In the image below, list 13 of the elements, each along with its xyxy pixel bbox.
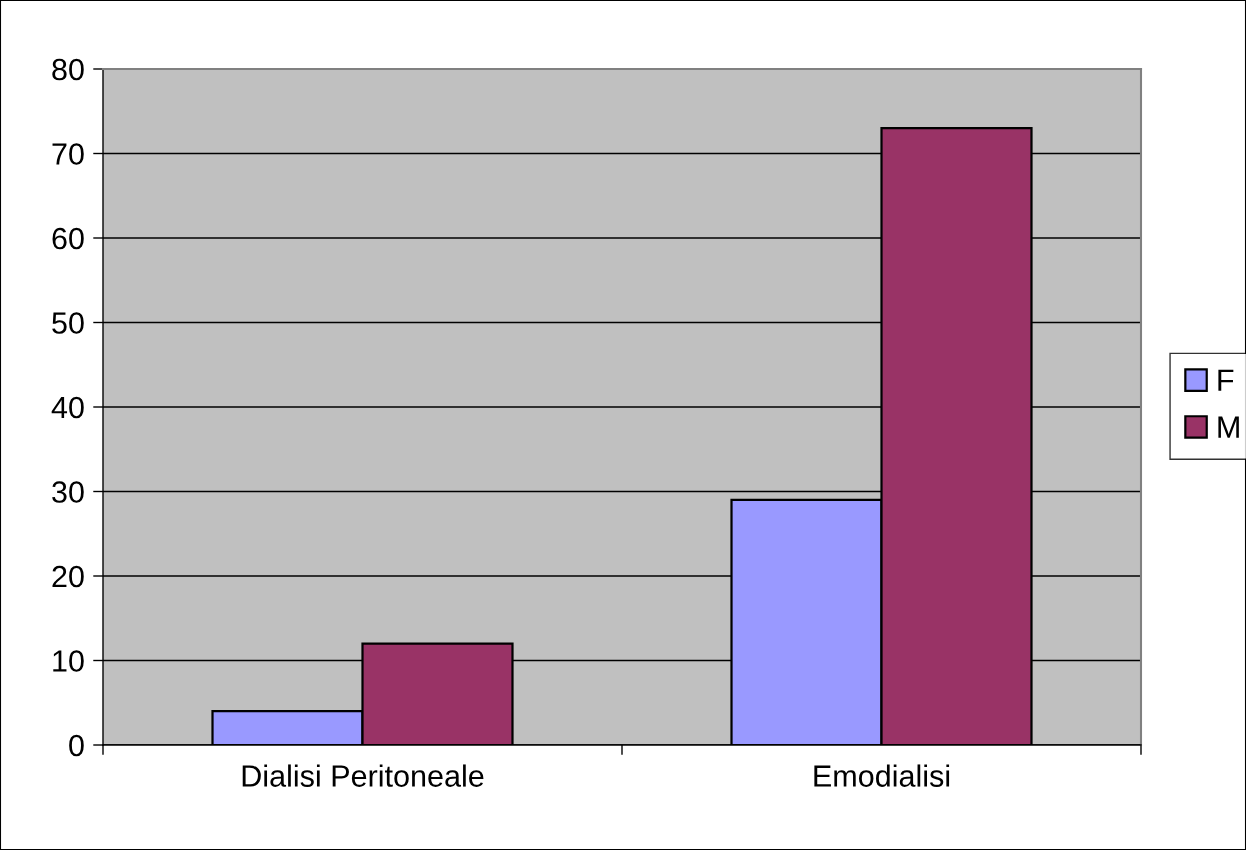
x-tick-label: Dialisi Peritoneale — [242, 764, 484, 787]
y-tick-label: 40 — [51, 396, 84, 419]
y-tick-label: 0 — [69, 734, 84, 757]
y-tick-label: 80 — [52, 58, 84, 81]
y-tick-label: 70 — [52, 143, 84, 165]
y-tick-label: 20 — [52, 565, 84, 588]
y-tick-label: 50 — [52, 312, 84, 334]
x-tick-label: Emodialisi — [814, 764, 950, 787]
y-tick-label: 60 — [52, 227, 84, 250]
y-tick-label: 10 — [53, 650, 84, 672]
legend-label: F — [1218, 369, 1234, 391]
y-tick-label: 30 — [52, 481, 84, 503]
legend-label: M — [1218, 416, 1239, 438]
